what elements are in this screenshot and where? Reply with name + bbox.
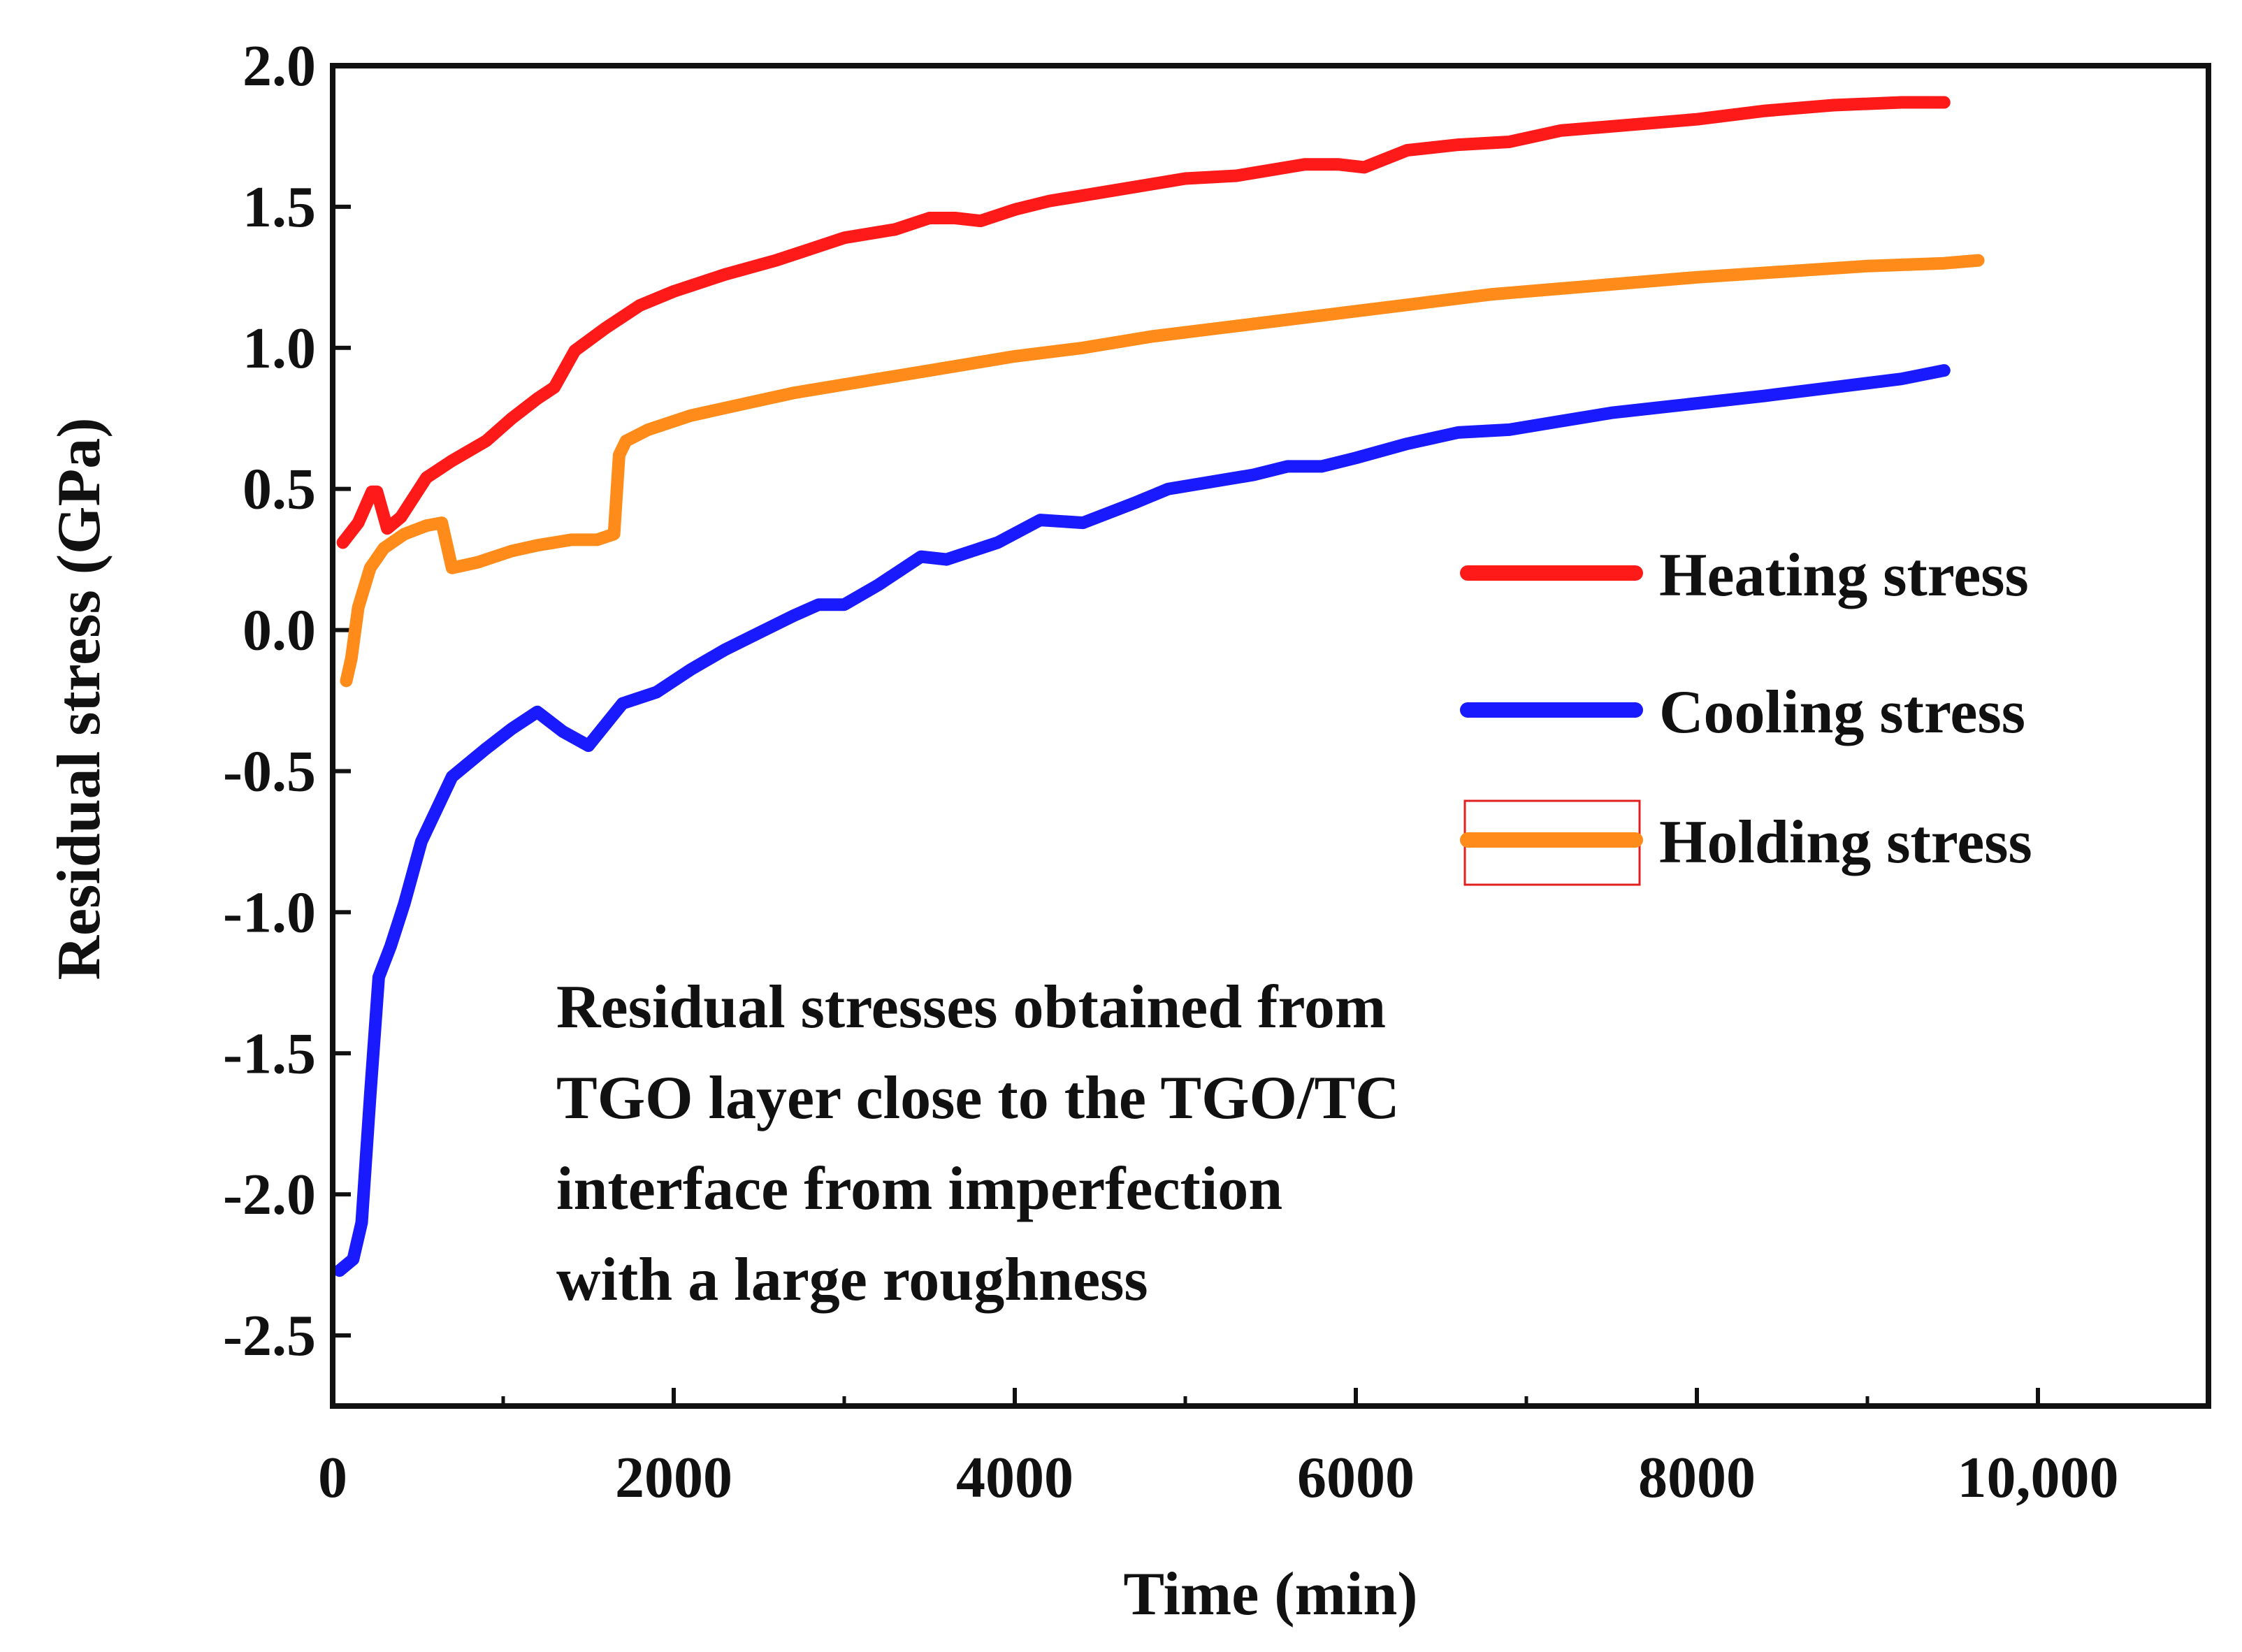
x-tick-labels: 0 2000 4000 6000 8000 10,000 xyxy=(318,1445,2119,1510)
series-line-holding xyxy=(340,254,1985,688)
y-tick-label: -2.5 xyxy=(223,1303,316,1368)
y-tick-label: -1.5 xyxy=(223,1021,316,1086)
y-tick-label: 0.5 xyxy=(243,457,316,522)
legend-item-holding: Holding stress xyxy=(1460,799,2032,886)
annotation-line-3: interface from imperfection xyxy=(556,1155,1282,1223)
y-axis-title: Residual stress (GPa) xyxy=(45,417,113,980)
legend-item-heating: Heating stress xyxy=(1460,542,2029,609)
annotation-line-4: with a large roughness xyxy=(556,1246,1148,1314)
annotation-line-2: TGO layer close to the TGO/TC xyxy=(556,1064,1400,1132)
series-line-cooling xyxy=(333,364,1951,1277)
plot-series xyxy=(333,96,1985,1277)
legend-label-holding: Holding stress xyxy=(1659,809,2032,876)
y-tick-label: -2.0 xyxy=(223,1162,316,1227)
x-axis-title: Time (min) xyxy=(1123,1560,1417,1628)
y-tick-label: -1.0 xyxy=(223,880,316,945)
y-tick-labels: 2.0 1.5 1.0 0.5 0.0 -0.5 -1.0 -1.5 -2.0 -2.5 xyxy=(223,34,316,1368)
x-tick-label: 0 xyxy=(318,1445,347,1510)
y-tick-label: 1.5 xyxy=(243,175,316,240)
x-tick-label: 2000 xyxy=(615,1445,732,1510)
y-tick-label: -0.5 xyxy=(223,739,316,804)
x-tick-label: 10,000 xyxy=(1958,1445,2119,1510)
y-tick-label: 1.0 xyxy=(243,316,316,381)
plot-frame xyxy=(330,63,2211,1409)
y-tick-label: 0.0 xyxy=(243,598,316,663)
legend: Heating stress Cooling stress Holding st… xyxy=(1460,542,2032,886)
legend-item-cooling: Cooling stress xyxy=(1460,679,2025,746)
x-tick-label: 8000 xyxy=(1638,1445,1756,1510)
legend-label-cooling: Cooling stress xyxy=(1659,679,2025,746)
y-tick-label: 2.0 xyxy=(243,34,316,99)
legend-label-heating: Heating stress xyxy=(1659,542,2029,609)
annotation: Residual stresses obtained from TGO laye… xyxy=(556,973,1400,1314)
x-tick-label: 4000 xyxy=(956,1445,1073,1510)
series-line-heating xyxy=(336,96,1951,549)
x-tick-label: 6000 xyxy=(1297,1445,1415,1510)
annotation-line-1: Residual stresses obtained from xyxy=(556,973,1386,1041)
